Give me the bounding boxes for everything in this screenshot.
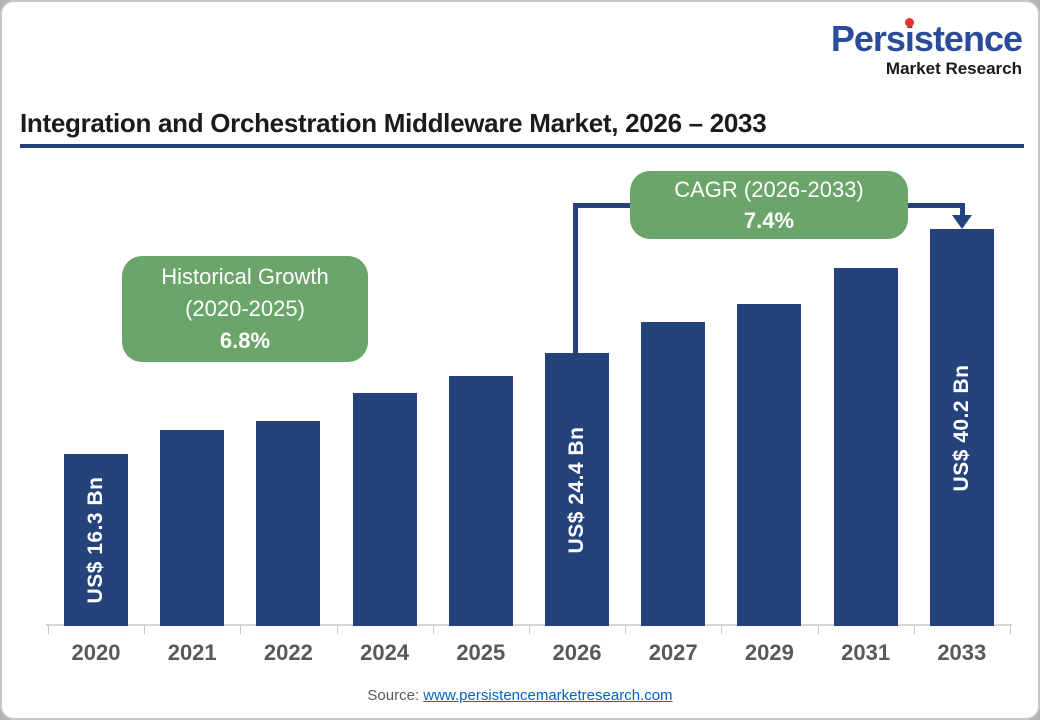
brand-name-i-red-dot: i — [904, 18, 915, 59]
cagr-connector-right-vertical — [960, 203, 965, 217]
cagr-connector-left-horizontal — [573, 203, 630, 208]
x-axis-tick — [144, 626, 146, 634]
bar-value-label-2020: US$ 16.3 Bn — [84, 476, 107, 604]
x-axis-tick — [432, 626, 434, 634]
cagr-connector-left-vertical — [573, 203, 578, 353]
x-tick-label-2022: 2022 — [263, 640, 313, 665]
x-tick-label-2020: 2020 — [71, 640, 121, 665]
historical-growth-callout: Historical Growth (2020-2025) 6.8% — [122, 256, 368, 362]
x-axis-tick — [721, 626, 723, 634]
x-axis-tick — [1009, 626, 1011, 634]
x-axis-tick — [817, 626, 819, 634]
bar-2020 — [64, 454, 128, 626]
x-tick-label-2033: 2033 — [937, 640, 987, 665]
brand-name-post: stence — [913, 18, 1023, 59]
historical-growth-value: 6.8% — [219, 328, 271, 353]
x-tick-label-2031: 2031 — [841, 640, 891, 665]
x-axis-tick — [47, 626, 49, 634]
source-link[interactable]: www.persistencemarketresearch.com — [423, 687, 673, 704]
cagr-arrow-down-icon — [952, 215, 972, 229]
bar-2026 — [545, 353, 609, 626]
bar-2024 — [352, 393, 417, 626]
x-axis-tick — [336, 626, 338, 634]
bar-2033 — [929, 229, 994, 626]
brand-tagline: Market Research — [885, 58, 1022, 78]
brand-logo: Persistence Market Research — [830, 18, 1023, 79]
bar-2021 — [160, 430, 225, 626]
bar-2022 — [256, 421, 321, 626]
source-line: Source: www.persistencemarketresearch.co… — [2, 687, 1038, 704]
historical-growth-line2: (2020-2025) — [185, 296, 305, 321]
x-tick-label-2025: 2025 — [456, 640, 506, 665]
bar-2025 — [448, 376, 513, 626]
x-tick-label-2029: 2029 — [744, 640, 794, 665]
historical-growth-line1: Historical Growth — [161, 264, 329, 289]
x-axis-tick — [913, 626, 915, 634]
cagr-connector-right-horizontal — [907, 203, 962, 208]
x-tick-label-2027: 2027 — [648, 640, 698, 665]
x-axis-tick — [625, 626, 627, 634]
x-tick-label-2024: 2024 — [360, 640, 410, 665]
cagr-value: 7.4% — [743, 208, 795, 233]
x-axis-line — [46, 624, 1012, 626]
bar-2027 — [641, 322, 706, 626]
source-label: Source: — [367, 687, 420, 704]
page-title: Integration and Orchestration Middleware… — [20, 108, 767, 138]
bar-2031 — [833, 268, 898, 626]
brand-name-pre: Pers — [830, 18, 906, 59]
title-underline — [20, 144, 1024, 148]
x-tick-label-2026: 2026 — [552, 640, 602, 665]
brand-name: Persistence — [830, 18, 1023, 59]
bar-2029 — [737, 304, 802, 626]
bar-value-label-2026: US$ 24.4 Bn — [565, 426, 588, 553]
cagr-callout: CAGR (2026-2033) 7.4% — [630, 171, 908, 239]
x-axis-tick — [528, 626, 530, 634]
x-axis-tick — [240, 626, 242, 634]
cagr-line1: CAGR (2026-2033) — [674, 177, 864, 202]
x-tick-label-2021: 2021 — [167, 640, 217, 665]
bar-value-label-2033: US$ 40.2 Bn — [949, 364, 973, 491]
